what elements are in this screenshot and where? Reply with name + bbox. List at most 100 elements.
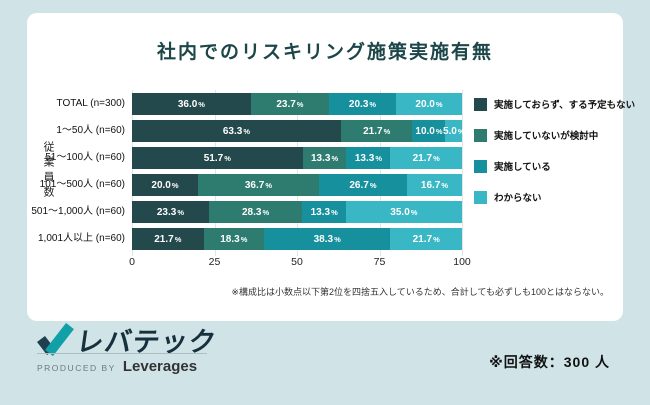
bar-track: 20.0% 36.7% 26.7% 16.7% <box>132 174 462 196</box>
bar-segment: 13.3% <box>302 201 347 223</box>
bar-segment-value: 23.7% <box>276 98 304 110</box>
bar-track: 23.3% 28.3% 13.3% 35.0% <box>132 201 462 223</box>
bar-segment-value: 20.3% <box>348 98 377 110</box>
bar-segment: 28.3% <box>208 201 303 223</box>
bar-segment: 26.7% <box>318 174 407 196</box>
chart-title: 社内でのリスキリング施策実施有無 <box>156 42 493 63</box>
legend-label: 実施しておらず、する予定もない <box>494 100 636 111</box>
bar-segment: 18.3% <box>203 228 264 250</box>
bar-track: 63.3% 21.7% 10.0% 5.0% <box>132 120 465 142</box>
bar-segment-value: 63.3% <box>222 125 250 137</box>
bar-row: TOTAL (n=300) 36.0% 23.7% 20.3% 20.0% <box>27 93 476 115</box>
legend-swatch <box>474 97 487 111</box>
x-axis: 0 25 50 75 100 <box>129 256 471 270</box>
gridline <box>462 90 463 256</box>
bar-segment-value: 21.7% <box>412 233 440 245</box>
bar-segment: 16.7% <box>406 174 462 196</box>
bar-segment: 23.3% <box>132 201 209 223</box>
row-label: 501〜1,000人 (n=60) <box>31 206 125 217</box>
legend: 実施しておらず、する予定もない 実施していないが検討中 実施している わからない <box>474 97 635 221</box>
legend-label: わからない <box>494 193 542 204</box>
bar-segment-value: 20.0% <box>415 98 443 110</box>
x-tick-label: 0 <box>129 256 135 268</box>
bar-segment: 20.3% <box>329 93 396 115</box>
bar-segment-value: 28.3% <box>241 206 270 218</box>
respondents-note: ※回答数：300 人 <box>489 354 610 370</box>
produced-by-row: PRODUCED BY Leverages <box>37 358 197 375</box>
x-tick-label: 50 <box>291 256 303 268</box>
bar-segment-value: 36.7% <box>244 179 272 191</box>
bar-segment-value: 21.7% <box>363 125 391 137</box>
bar-segment-value: 26.7% <box>349 179 377 191</box>
bar-segment-value: 38.3% <box>313 233 341 245</box>
row-label: TOTAL (n=300) <box>56 98 125 109</box>
legend-swatch <box>474 190 487 204</box>
bar-row: 501〜1,000人 (n=60) 23.3% 28.3% 13.3% 35.0% <box>27 201 476 223</box>
gridlines <box>132 90 463 256</box>
row-label: 1〜50人 (n=60) <box>56 125 125 136</box>
check-icon <box>37 322 74 356</box>
bar-segment: 63.3% <box>132 120 341 142</box>
bar-segment-value: 10.0% <box>415 125 443 137</box>
gridline <box>214 90 216 256</box>
legend-swatch <box>474 128 487 142</box>
bar-segment-value: 21.7% <box>412 152 440 164</box>
bar-segment-value: 36.0% <box>177 98 205 110</box>
legend-item: 実施しておらず、する予定もない <box>474 97 635 111</box>
bar-segment: 36.7% <box>197 174 319 196</box>
legend-label: 実施している <box>494 162 551 173</box>
bar-segment-value: 21.7% <box>154 233 182 245</box>
legend-swatch <box>474 159 487 173</box>
bar-segment: 38.3% <box>263 228 391 250</box>
x-tick-label: 25 <box>208 256 221 268</box>
bar-segment: 10.0% <box>412 120 446 142</box>
bar-track: 21.7% 18.3% 38.3% 21.7% <box>132 228 462 250</box>
bar-segment: 35.0% <box>346 201 462 223</box>
bar-rows: TOTAL (n=300) 36.0% 23.7% 20.3% 20.0% 1〜50人 (… <box>27 90 476 256</box>
gridline <box>297 90 298 256</box>
chart-card: 社内でのリスキリング施策実施有無 従業員数 TOTAL (n=300) 36.0%… <box>27 13 635 321</box>
bar-segment-value: 18.3% <box>220 233 248 245</box>
footnote: ※構成比は小数点以下第2位を四捨五入しているため、合計しても必ずしも100とはな… <box>231 287 609 297</box>
bar-segment: 21.7% <box>390 228 462 250</box>
bar-segment: 21.7% <box>132 228 204 250</box>
row-label: 1,001人以上 (n=60) <box>38 233 125 244</box>
legend-label: 実施していないが検討中 <box>494 131 599 142</box>
bar-segment: 5.0% <box>442 120 465 142</box>
bar-segment: 23.7% <box>250 93 329 115</box>
bar-segment-value: 23.3% <box>156 206 184 218</box>
bar-segment-value: 16.7% <box>420 179 449 191</box>
gridline <box>132 90 133 256</box>
bar-segment-value: 51.7% <box>203 152 231 164</box>
bar-segment: 13.3% <box>346 147 391 169</box>
bar-segment: 20.0% <box>395 93 462 115</box>
bar-segment-value: 20.0% <box>151 179 179 191</box>
bar-segment: 20.0% <box>132 174 198 196</box>
company-name: Leverages <box>122 358 198 375</box>
bar-segment: 36.0% <box>132 93 251 115</box>
bar-segment-value: 35.0% <box>390 206 418 218</box>
bar-segment: 21.7% <box>390 147 462 169</box>
bar-segment: 21.7% <box>340 120 413 142</box>
produced-by-label: PRODUCED BY <box>37 363 116 373</box>
bar-segment-value: 13.3% <box>310 152 339 164</box>
bar-segment-value: 13.3% <box>354 152 382 164</box>
x-tick-label: 75 <box>373 256 386 268</box>
bar-row: 1〜50人 (n=60) 63.3% 21.7% 10.0% 5.0% <box>27 120 476 142</box>
bar-track: 36.0% 23.7% 20.3% 20.0% <box>132 93 462 115</box>
levtech-logo: レバテック <box>36 320 219 359</box>
bar-segment: 13.3% <box>302 147 347 169</box>
bar-segment-value: 5.0% <box>442 125 465 137</box>
bar-track: 51.7% 13.3% 13.3% 21.7% <box>132 147 462 169</box>
bar-row: 101〜500人 (n=60) 20.0% 36.7% 26.7% 16.7% <box>27 174 476 196</box>
legend-item: わからない <box>474 190 635 204</box>
bar-segment: 51.7% <box>132 147 303 169</box>
legend-item: 実施していないが検討中 <box>474 128 635 142</box>
bar-segment-value: 13.3% <box>310 206 338 218</box>
divider <box>37 353 207 354</box>
bar-row: 51〜100人 (n=60) 51.7% 13.3% 13.3% 21.7% <box>27 147 476 169</box>
bar-row: 1,001人以上 (n=60) 21.7% 18.3% 38.3% 21.7% <box>27 228 476 250</box>
row-label: 51〜100人 (n=60) <box>45 152 125 163</box>
legend-item: 実施している <box>474 159 635 173</box>
x-tick-label: 100 <box>453 256 471 268</box>
